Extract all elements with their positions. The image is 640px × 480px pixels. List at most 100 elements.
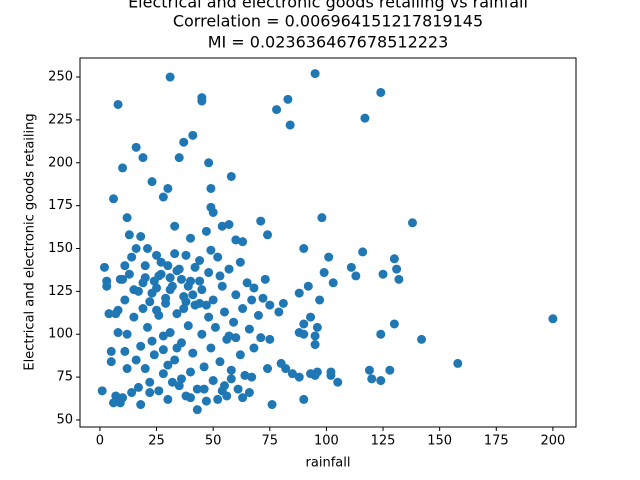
point — [324, 252, 334, 262]
y-tick-label: 175 — [48, 198, 73, 213]
point — [247, 295, 257, 305]
point — [142, 322, 152, 332]
point — [319, 268, 329, 278]
point — [548, 314, 558, 324]
y-tick-label: 225 — [48, 112, 73, 127]
y-tick-label: 75 — [56, 370, 73, 385]
point — [310, 370, 320, 380]
point — [217, 221, 227, 231]
point — [367, 374, 377, 384]
point — [285, 120, 295, 130]
point — [111, 309, 121, 319]
point — [109, 398, 119, 408]
point — [172, 343, 182, 353]
point — [229, 317, 239, 327]
point — [310, 331, 320, 341]
point — [122, 329, 132, 339]
plot-frame — [79, 57, 577, 428]
x-tick-label: 175 — [484, 434, 509, 449]
point — [138, 304, 148, 314]
point — [360, 113, 370, 123]
point — [152, 250, 162, 260]
point — [217, 281, 227, 291]
point — [226, 171, 236, 181]
point — [238, 304, 248, 314]
point — [210, 322, 220, 332]
y-tick-label: 150 — [48, 241, 73, 256]
point — [242, 278, 252, 288]
point — [190, 262, 200, 272]
point — [106, 357, 116, 367]
point — [249, 283, 259, 293]
point — [195, 256, 205, 266]
point — [197, 329, 207, 339]
point — [145, 297, 155, 307]
point — [181, 250, 191, 260]
point — [163, 183, 173, 193]
point — [376, 329, 386, 339]
point — [235, 257, 245, 267]
point — [376, 87, 386, 97]
point — [215, 357, 225, 367]
point — [208, 376, 218, 386]
point — [333, 377, 343, 387]
point — [113, 99, 123, 109]
point — [206, 183, 216, 193]
point — [263, 230, 273, 240]
point — [109, 194, 119, 204]
point — [278, 298, 288, 308]
x-tick-label: 50 — [205, 434, 222, 449]
point — [249, 343, 259, 353]
point — [265, 334, 275, 344]
point — [208, 295, 218, 305]
point — [219, 307, 229, 317]
point — [183, 321, 193, 331]
y-tick-label: 125 — [48, 284, 73, 299]
point — [287, 369, 297, 379]
point — [188, 130, 198, 140]
point — [131, 142, 141, 152]
x-tick-label: 100 — [314, 434, 339, 449]
point — [186, 393, 196, 403]
point — [215, 271, 225, 281]
point — [133, 286, 143, 296]
point — [179, 304, 189, 314]
point — [265, 300, 275, 310]
point — [136, 400, 146, 410]
point — [170, 221, 180, 231]
point — [453, 358, 463, 368]
point — [158, 369, 168, 379]
point — [235, 350, 245, 360]
point — [206, 245, 216, 255]
point — [244, 388, 254, 398]
point — [127, 252, 137, 262]
point — [219, 381, 229, 391]
point — [226, 365, 236, 375]
point — [188, 290, 198, 300]
point — [263, 364, 273, 374]
point — [147, 177, 157, 187]
point — [299, 244, 309, 254]
point — [328, 278, 338, 288]
point — [204, 158, 214, 168]
point — [238, 393, 248, 403]
point — [256, 216, 266, 226]
point — [120, 295, 130, 305]
point — [149, 350, 159, 360]
x-tick-label: 0 — [96, 434, 104, 449]
point — [124, 269, 134, 279]
point — [147, 288, 157, 298]
point — [174, 153, 184, 163]
point — [165, 328, 175, 338]
point — [163, 261, 173, 271]
point — [213, 394, 223, 404]
point — [170, 249, 180, 259]
point — [394, 274, 404, 284]
point — [163, 394, 173, 404]
point — [294, 328, 304, 338]
point — [170, 355, 180, 365]
point — [233, 384, 243, 394]
point — [213, 252, 223, 262]
point — [140, 364, 150, 374]
point — [138, 153, 148, 163]
